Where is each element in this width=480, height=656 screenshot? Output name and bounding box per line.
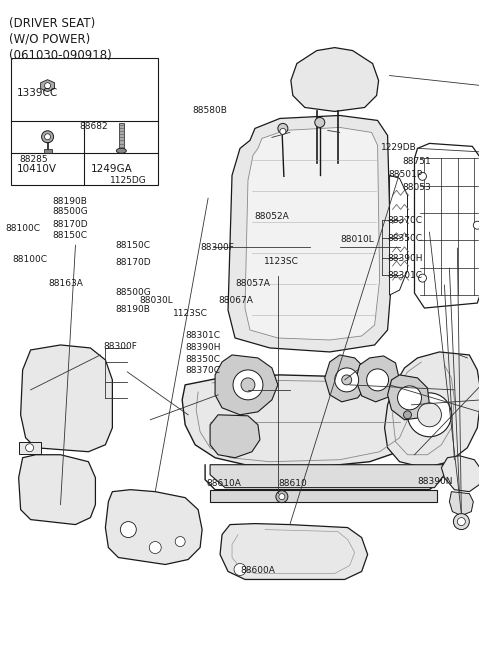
Circle shape: [241, 378, 255, 392]
Text: 88010L: 88010L: [340, 235, 374, 244]
Polygon shape: [415, 144, 480, 308]
Polygon shape: [19, 455, 96, 525]
Text: 88390H: 88390H: [387, 254, 423, 262]
Polygon shape: [325, 355, 368, 402]
Text: 10410V: 10410V: [17, 165, 57, 174]
Circle shape: [279, 494, 285, 500]
Text: 88301C: 88301C: [387, 271, 422, 279]
Polygon shape: [210, 464, 444, 487]
Text: 88052A: 88052A: [254, 213, 289, 221]
Text: 88190B: 88190B: [52, 197, 87, 205]
Circle shape: [45, 134, 50, 140]
Text: (W/O POWER): (W/O POWER): [9, 33, 90, 46]
Circle shape: [175, 537, 185, 546]
Text: 88610: 88610: [278, 480, 307, 488]
Polygon shape: [41, 79, 54, 92]
Circle shape: [280, 129, 286, 134]
Text: 88030L: 88030L: [140, 296, 173, 305]
Text: 88300F: 88300F: [200, 243, 234, 252]
Circle shape: [404, 411, 411, 419]
Polygon shape: [106, 489, 202, 565]
Text: 88610A: 88610A: [206, 480, 241, 488]
Circle shape: [278, 123, 288, 133]
Text: 88580B: 88580B: [192, 106, 227, 115]
Circle shape: [120, 522, 136, 537]
Text: 1249GA: 1249GA: [90, 165, 132, 174]
Circle shape: [342, 375, 352, 385]
Text: 88067A: 88067A: [218, 296, 253, 305]
Text: 88501P: 88501P: [388, 170, 422, 178]
Text: 88170D: 88170D: [52, 220, 88, 229]
Text: 88300F: 88300F: [104, 342, 137, 351]
Text: (061030-090918): (061030-090918): [9, 49, 111, 62]
Text: 88057A: 88057A: [235, 279, 270, 288]
Circle shape: [149, 542, 161, 554]
Text: 88100C: 88100C: [12, 255, 48, 264]
Text: 1123SC: 1123SC: [173, 309, 208, 318]
Circle shape: [233, 370, 263, 400]
Polygon shape: [291, 48, 379, 112]
Polygon shape: [220, 523, 368, 579]
Circle shape: [25, 443, 34, 452]
Text: 88500G: 88500G: [52, 207, 88, 216]
Polygon shape: [449, 491, 473, 516]
Circle shape: [419, 173, 426, 180]
Polygon shape: [245, 127, 380, 340]
Text: 88285: 88285: [19, 155, 48, 163]
Text: 1229DB: 1229DB: [381, 144, 417, 152]
Text: 1123SC: 1123SC: [264, 256, 299, 266]
Polygon shape: [182, 375, 432, 468]
Bar: [210, 489, 437, 502]
Text: (DRIVER SEAT): (DRIVER SEAT): [9, 16, 95, 30]
Text: 88350C: 88350C: [387, 234, 422, 243]
Circle shape: [45, 83, 50, 89]
Text: 88370C: 88370C: [185, 366, 220, 375]
Circle shape: [367, 369, 389, 391]
Bar: [11, 58, 158, 185]
Polygon shape: [356, 356, 399, 402]
Polygon shape: [210, 415, 260, 458]
Text: 88350C: 88350C: [185, 355, 220, 364]
Text: 88163A: 88163A: [48, 279, 84, 288]
Ellipse shape: [116, 148, 126, 154]
Circle shape: [419, 274, 426, 282]
Polygon shape: [228, 115, 392, 352]
Text: 88301C: 88301C: [185, 331, 220, 340]
Circle shape: [473, 221, 480, 229]
Circle shape: [457, 518, 465, 525]
Polygon shape: [215, 355, 278, 415]
Text: 88500G: 88500G: [115, 287, 151, 297]
Text: 1125DG: 1125DG: [110, 176, 146, 184]
Polygon shape: [384, 352, 480, 468]
Text: 88170D: 88170D: [115, 258, 151, 266]
Text: 88100C: 88100C: [5, 224, 40, 233]
Text: 88370C: 88370C: [387, 216, 422, 225]
Circle shape: [418, 403, 442, 427]
Bar: [119, 123, 124, 149]
Circle shape: [315, 117, 325, 127]
Text: 88751: 88751: [403, 157, 432, 165]
Circle shape: [335, 368, 359, 392]
Polygon shape: [442, 456, 480, 491]
Circle shape: [234, 564, 246, 575]
Text: 88150C: 88150C: [115, 241, 150, 250]
Text: 1339CC: 1339CC: [17, 89, 58, 98]
Polygon shape: [387, 375, 430, 420]
Polygon shape: [21, 345, 112, 452]
Bar: [44, 149, 51, 153]
Bar: [19, 441, 41, 454]
Text: 88053: 88053: [403, 183, 432, 192]
Text: 88600A: 88600A: [240, 565, 275, 575]
Circle shape: [42, 131, 54, 143]
Polygon shape: [390, 175, 408, 295]
Text: 88390H: 88390H: [185, 343, 220, 352]
Circle shape: [397, 386, 421, 410]
Circle shape: [454, 514, 469, 529]
Text: 88682: 88682: [80, 122, 108, 131]
Text: 88150C: 88150C: [52, 230, 87, 239]
Text: 88190B: 88190B: [115, 304, 150, 314]
Circle shape: [408, 393, 451, 437]
Circle shape: [276, 491, 288, 502]
Text: 88390N: 88390N: [417, 478, 453, 486]
